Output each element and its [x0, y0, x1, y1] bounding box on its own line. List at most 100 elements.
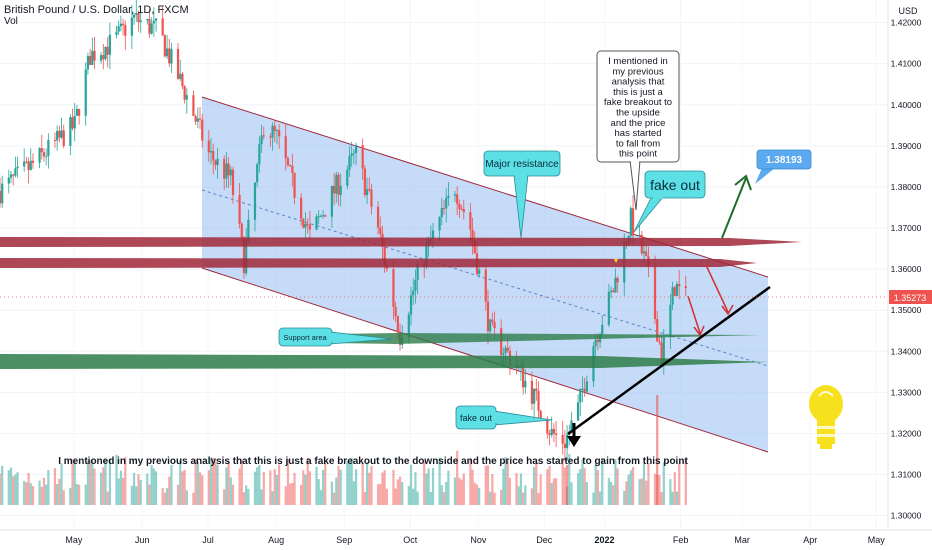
- candle-body: [614, 277, 617, 293]
- volume-bar: [229, 477, 232, 505]
- candle-body: [201, 119, 204, 141]
- candle-body: [242, 237, 246, 274]
- volume-bar: [262, 472, 265, 505]
- candle-body: [484, 269, 487, 302]
- price-axis-background: [888, 0, 932, 550]
- candle-body: [271, 125, 274, 138]
- candle-body: [675, 283, 679, 296]
- volume-bar: [40, 487, 43, 505]
- candle-body: [102, 55, 105, 60]
- bearish-projection-arrow-1: [705, 264, 729, 313]
- volume-bar: [570, 482, 573, 505]
- volume-bar: [442, 492, 446, 505]
- candle-body: [40, 148, 43, 153]
- candle-body: [453, 194, 457, 196]
- volume-bar: [139, 479, 142, 505]
- symbol-title: British Pound / U.S. Dollar, 1D, FXCM: [4, 4, 189, 16]
- target-price-callout: 1.38193: [755, 149, 812, 184]
- volume-bar: [669, 479, 672, 505]
- candle-body: [308, 224, 312, 230]
- volume-bar: [653, 473, 657, 505]
- price-tick-label: 1.36000: [891, 264, 922, 274]
- volume-bar: [379, 483, 382, 505]
- callout-top-line: my previous: [612, 66, 663, 77]
- volume-bar: [108, 458, 112, 505]
- candle-body: [440, 207, 443, 217]
- candle-body: [45, 156, 48, 158]
- volume-bar: [53, 468, 57, 505]
- volume-bar: [223, 489, 226, 505]
- candle-body: [286, 158, 290, 166]
- price-tick-label: 1.31000: [891, 470, 922, 480]
- volume-bar: [185, 490, 188, 505]
- volume-bar: [260, 489, 263, 505]
- volume-bar: [530, 488, 534, 505]
- volume-bar: [515, 473, 518, 505]
- callout-top-line: the upside: [616, 108, 660, 119]
- candle-body: [258, 144, 261, 165]
- volume-bar: [148, 484, 151, 505]
- major-resistance-label: Major resistance: [485, 159, 559, 170]
- volume-bar: [550, 483, 553, 505]
- volume-bar: [253, 471, 257, 505]
- candle-body: [456, 194, 459, 204]
- volume-bar: [25, 482, 28, 505]
- volume-bar: [500, 489, 503, 505]
- volume-bar: [106, 491, 109, 505]
- candle-body: [576, 402, 580, 421]
- volume-bar: [29, 483, 32, 505]
- callout-top-line: has started: [615, 128, 662, 139]
- volume-bar: [502, 468, 505, 505]
- candle-body: [135, 12, 138, 15]
- candle-body: [469, 212, 472, 230]
- volume-bar: [93, 468, 96, 505]
- time-tick-label: Jul: [202, 535, 214, 545]
- fake-out-bottom-label: fake out: [460, 413, 493, 423]
- volume-bar: [165, 488, 169, 505]
- time-tick-label: Apr: [803, 535, 817, 545]
- volume-bar: [638, 479, 641, 505]
- volume-bar: [62, 490, 65, 505]
- candle-body: [216, 158, 219, 165]
- volume-bar: [471, 469, 474, 505]
- candle-body: [62, 130, 65, 146]
- volume-bar: [506, 460, 509, 505]
- volume-bar: [69, 487, 72, 505]
- volume-bar: [414, 472, 417, 505]
- candle-body: [86, 56, 90, 70]
- volume-bar: [291, 483, 294, 505]
- candle-body: [289, 165, 292, 167]
- candle-body: [486, 301, 490, 332]
- candle-body: [91, 50, 94, 65]
- volume-bar: [319, 490, 323, 505]
- volume-bar: [645, 480, 648, 505]
- volume-bar: [438, 457, 441, 505]
- price-tick-label: 1.39000: [891, 141, 922, 151]
- candle-body: [29, 160, 32, 170]
- volume-bar: [361, 463, 364, 505]
- candle-body: [546, 419, 549, 434]
- candle-body: [132, 14, 136, 18]
- candle-body: [214, 160, 217, 165]
- candle-body: [306, 223, 309, 225]
- candle-body: [392, 268, 395, 307]
- candle-body: [89, 56, 92, 65]
- candle-body: [346, 169, 349, 186]
- volume-bar: [563, 467, 566, 505]
- candle-body: [658, 341, 661, 343]
- candle-body: [662, 337, 665, 364]
- current-price-badge: [889, 290, 932, 304]
- volume-bar: [396, 479, 399, 505]
- candle-body: [256, 164, 259, 183]
- time-tick-label: Mar: [734, 535, 750, 545]
- volume-bar: [238, 468, 241, 505]
- volume-bar: [124, 457, 127, 505]
- time-tick-label: May: [65, 535, 83, 545]
- time-axis-background: [0, 530, 932, 550]
- callout-top-line: analysis that: [612, 77, 665, 88]
- candle-body: [69, 117, 72, 146]
- volume-bar: [14, 474, 17, 505]
- candle-body: [352, 153, 355, 155]
- volume-bar: [627, 474, 630, 505]
- volume-bar: [31, 486, 35, 505]
